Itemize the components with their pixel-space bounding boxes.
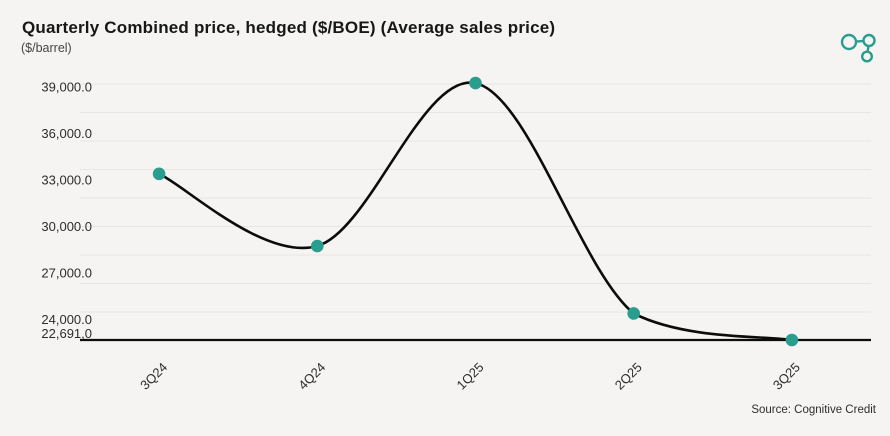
y-tick-label: 39,000.0 bbox=[41, 79, 92, 94]
data-point-3Q25[interactable] bbox=[785, 333, 799, 347]
x-tick-label: 4Q24 bbox=[295, 360, 328, 393]
y-tick-label: 36,000.0 bbox=[41, 126, 92, 141]
logo-circle-large bbox=[840, 33, 858, 51]
chart-subtitle: ($/barrel) bbox=[21, 41, 72, 55]
x-tick-label: 1Q25 bbox=[454, 360, 487, 393]
x-tick-label: 3Q24 bbox=[137, 360, 170, 393]
y-tick-label: 30,000.0 bbox=[41, 219, 92, 234]
y-tick-label: 27,000.0 bbox=[41, 266, 92, 281]
data-point-4Q24[interactable] bbox=[311, 239, 324, 253]
source-note: Source: Cognitive Credit bbox=[751, 404, 876, 416]
y-tick-label: 33,000.0 bbox=[41, 173, 92, 188]
y-tick-label: 24,000.0 bbox=[41, 312, 92, 327]
price-series-line bbox=[158, 81, 793, 342]
x-tick-label: 2Q25 bbox=[612, 360, 645, 393]
chart-title: Quarterly Combined price, hedged ($/BOE)… bbox=[22, 18, 556, 37]
logo-bond-1 bbox=[855, 39, 864, 43]
x-tick-label: 3Q25 bbox=[770, 360, 803, 393]
logo-bond-2 bbox=[866, 45, 870, 52]
cognitive-credit-logo bbox=[840, 33, 876, 63]
data-point-2Q25[interactable] bbox=[627, 307, 640, 320]
data-point-1Q25[interactable] bbox=[469, 76, 482, 90]
y-tick-label: 22,691,0 bbox=[41, 326, 92, 341]
data-point-3Q24[interactable] bbox=[152, 167, 166, 181]
